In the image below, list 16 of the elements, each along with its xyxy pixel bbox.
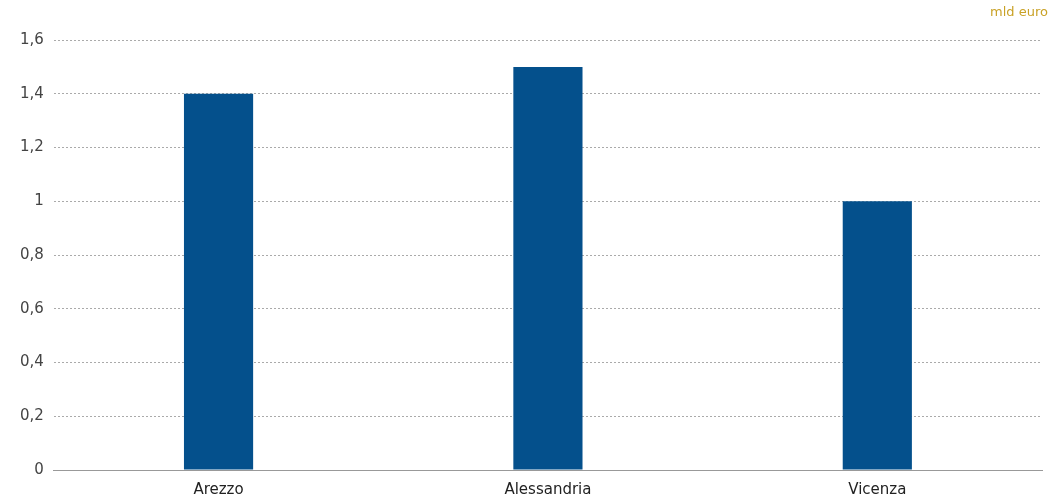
x-tick-label: Alessandria [504,479,592,498]
y-tick-label: 0 [34,459,44,478]
y-tick-label: 1,2 [20,137,44,156]
y-tick-label: 1 [34,191,44,210]
y-tick-label: 0,6 [20,298,44,317]
y-tick-label: 0,2 [20,406,44,425]
x-tick-label: Arezzo [193,479,244,498]
bar [842,201,912,470]
bar [183,93,254,470]
y-tick-label: 0,8 [20,244,44,263]
x-tick-label: Vicenza [848,479,907,498]
y-tick-label: 1,6 [20,29,44,48]
y-axis-title: mld euro [990,3,1049,19]
y-tick-label: 1,4 [20,83,44,102]
y-tick-label: 0,4 [20,352,44,371]
bar [513,66,583,470]
